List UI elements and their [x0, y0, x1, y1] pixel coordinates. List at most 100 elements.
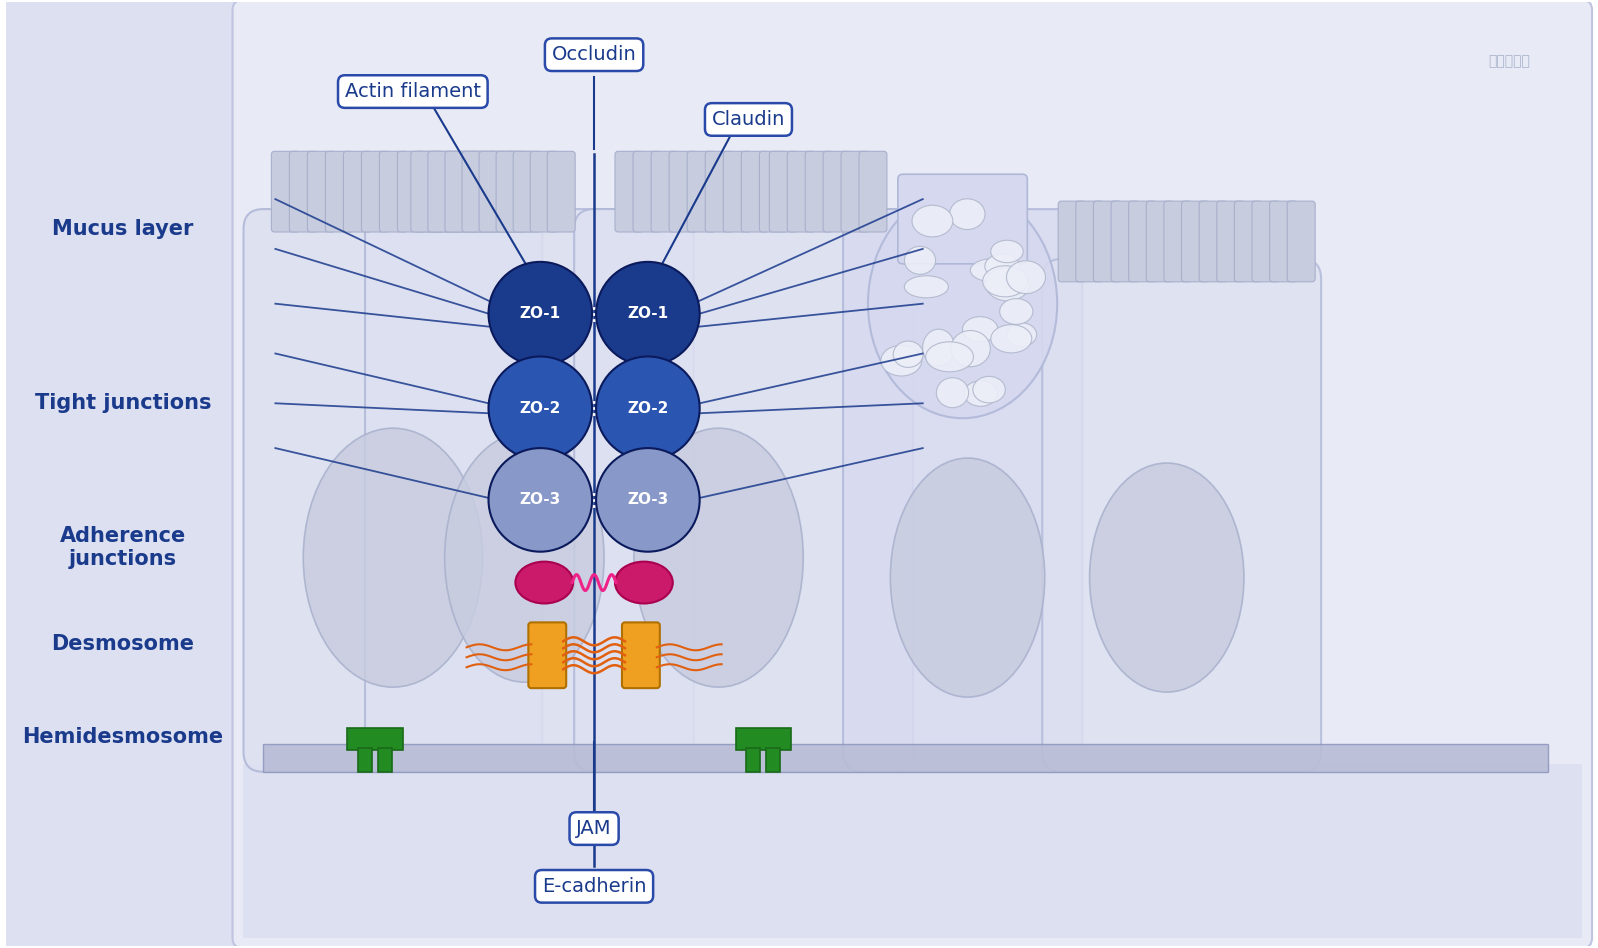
FancyBboxPatch shape [841, 152, 869, 232]
FancyBboxPatch shape [444, 152, 473, 232]
FancyBboxPatch shape [398, 152, 425, 232]
FancyBboxPatch shape [705, 152, 733, 232]
FancyBboxPatch shape [452, 152, 479, 232]
FancyBboxPatch shape [0, 0, 249, 948]
FancyBboxPatch shape [433, 152, 462, 232]
Ellipse shape [893, 341, 924, 368]
Ellipse shape [1090, 463, 1243, 692]
Ellipse shape [973, 376, 1005, 403]
FancyBboxPatch shape [1234, 201, 1262, 282]
Text: Desmosome: Desmosome [51, 634, 195, 654]
Ellipse shape [983, 265, 1028, 297]
Ellipse shape [890, 458, 1045, 697]
Text: ZO-2: ZO-2 [626, 401, 668, 416]
Ellipse shape [936, 377, 968, 408]
Ellipse shape [444, 433, 604, 683]
Bar [243, 764, 1582, 939]
FancyBboxPatch shape [670, 152, 697, 232]
FancyBboxPatch shape [307, 152, 336, 232]
FancyBboxPatch shape [805, 152, 833, 232]
Bar [358, 748, 372, 772]
Ellipse shape [615, 561, 673, 604]
FancyBboxPatch shape [289, 152, 318, 232]
Bar [767, 748, 780, 772]
FancyBboxPatch shape [687, 152, 714, 232]
Bar [379, 748, 392, 772]
Text: 小荷与荷分: 小荷与荷分 [1488, 55, 1531, 68]
Ellipse shape [970, 259, 1016, 282]
FancyBboxPatch shape [1163, 201, 1192, 282]
FancyBboxPatch shape [860, 152, 887, 232]
Text: Mucus layer: Mucus layer [53, 219, 193, 239]
FancyBboxPatch shape [724, 152, 751, 232]
FancyBboxPatch shape [633, 152, 662, 232]
Ellipse shape [925, 342, 973, 372]
FancyBboxPatch shape [487, 152, 515, 232]
FancyBboxPatch shape [1042, 259, 1322, 772]
Text: Actin filament: Actin filament [345, 82, 481, 101]
FancyBboxPatch shape [529, 623, 566, 688]
Text: ZO-3: ZO-3 [628, 492, 668, 507]
Ellipse shape [912, 206, 952, 237]
Ellipse shape [1000, 299, 1032, 324]
Circle shape [596, 262, 700, 365]
FancyBboxPatch shape [505, 152, 534, 232]
FancyBboxPatch shape [326, 152, 353, 232]
FancyBboxPatch shape [233, 0, 1592, 948]
FancyBboxPatch shape [898, 174, 1028, 264]
FancyBboxPatch shape [650, 152, 679, 232]
FancyBboxPatch shape [1270, 201, 1298, 282]
FancyBboxPatch shape [759, 152, 788, 232]
FancyBboxPatch shape [428, 152, 455, 232]
FancyBboxPatch shape [844, 210, 1082, 772]
FancyBboxPatch shape [769, 152, 797, 232]
FancyBboxPatch shape [1288, 201, 1315, 282]
Ellipse shape [984, 254, 1020, 279]
Text: ZO-3: ZO-3 [519, 492, 561, 507]
Text: Tight junctions: Tight junctions [35, 393, 211, 413]
Bar [347, 728, 403, 750]
FancyBboxPatch shape [462, 152, 491, 232]
FancyBboxPatch shape [1198, 201, 1227, 282]
Ellipse shape [986, 267, 1029, 301]
FancyBboxPatch shape [547, 152, 575, 232]
FancyBboxPatch shape [1128, 201, 1157, 282]
FancyBboxPatch shape [788, 152, 815, 232]
Ellipse shape [922, 329, 954, 366]
Ellipse shape [904, 276, 948, 298]
Ellipse shape [634, 428, 804, 687]
Text: Occludin: Occludin [551, 46, 636, 64]
FancyBboxPatch shape [272, 152, 299, 232]
FancyBboxPatch shape [741, 152, 769, 232]
Text: Hemidesmosome: Hemidesmosome [22, 727, 224, 747]
Text: Adherence
junctions: Adherence junctions [59, 526, 185, 570]
Ellipse shape [991, 324, 1032, 353]
FancyBboxPatch shape [574, 210, 912, 772]
Text: ZO-1: ZO-1 [519, 306, 561, 321]
FancyBboxPatch shape [531, 152, 558, 232]
Circle shape [489, 262, 593, 365]
Text: ZO-1: ZO-1 [628, 306, 668, 321]
Bar [264, 744, 1548, 772]
FancyBboxPatch shape [615, 152, 642, 232]
Ellipse shape [880, 345, 922, 376]
FancyBboxPatch shape [1251, 201, 1280, 282]
FancyBboxPatch shape [1111, 201, 1139, 282]
FancyBboxPatch shape [1093, 201, 1122, 282]
FancyBboxPatch shape [495, 152, 524, 232]
Ellipse shape [964, 381, 997, 407]
FancyBboxPatch shape [415, 152, 443, 232]
FancyBboxPatch shape [479, 152, 507, 232]
FancyBboxPatch shape [411, 152, 439, 232]
FancyBboxPatch shape [513, 152, 542, 232]
Bar [746, 748, 761, 772]
Text: E-cadherin: E-cadherin [542, 877, 646, 896]
FancyBboxPatch shape [1216, 201, 1245, 282]
Ellipse shape [904, 246, 935, 274]
FancyBboxPatch shape [243, 210, 542, 772]
FancyBboxPatch shape [470, 152, 497, 232]
Text: ZO-2: ZO-2 [519, 401, 561, 416]
Ellipse shape [304, 428, 483, 687]
Ellipse shape [991, 240, 1023, 263]
Circle shape [489, 448, 593, 552]
